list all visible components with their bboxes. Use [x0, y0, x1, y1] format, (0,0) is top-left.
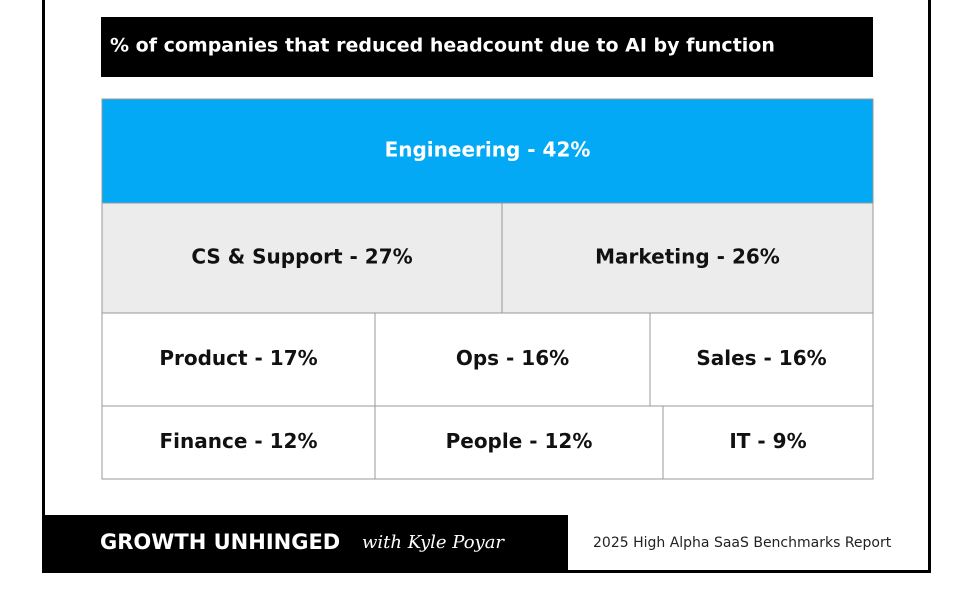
tile: [501, 202, 874, 314]
tile-label: People - 12%: [446, 429, 593, 453]
tile-label: IT - 9%: [729, 429, 806, 453]
tile-label: CS & Support - 27%: [191, 245, 412, 269]
tile: [101, 405, 376, 480]
brand: GROWTH UNHINGED: [100, 530, 340, 554]
frame-right: [928, 0, 931, 573]
tile: [101, 98, 874, 204]
frame-left: [42, 0, 45, 573]
tile: [662, 405, 874, 480]
treemap: Engineering - 42% CS & Support - 27% Marke…: [101, 98, 874, 480]
brand-byline: with Kyle Poyar: [362, 532, 505, 553]
tile: [101, 202, 503, 314]
tile-label: Marketing - 26%: [595, 245, 780, 269]
tile-label: Sales - 16%: [696, 346, 826, 370]
tile-label: Engineering - 42%: [385, 138, 591, 162]
tile-label: Product - 17%: [159, 346, 317, 370]
tile-label: Finance - 12%: [159, 429, 317, 453]
tile: [374, 405, 664, 480]
tile: [374, 312, 651, 407]
title-bar: [101, 17, 873, 77]
tile: [649, 312, 874, 407]
chart-title: % of companies that reduced headcount du…: [110, 35, 775, 57]
source: 2025 High Alpha SaaS Benchmarks Report: [593, 535, 892, 551]
brand-bar: [42, 515, 568, 573]
tile-label: Ops - 16%: [456, 346, 569, 370]
